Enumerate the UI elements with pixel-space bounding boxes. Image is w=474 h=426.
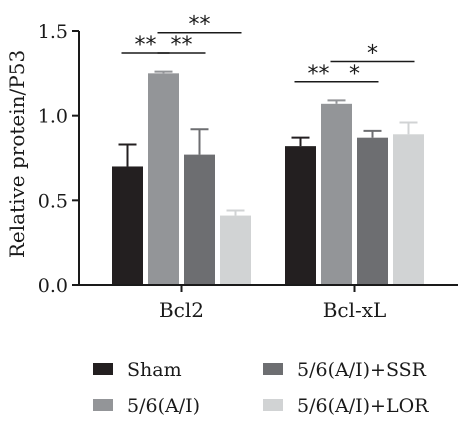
significance-label: ** xyxy=(135,33,157,58)
significance-label: * xyxy=(349,62,360,87)
y-axis-label: Relative protein/P53 xyxy=(5,50,29,258)
bar xyxy=(321,103,352,286)
legend-swatch xyxy=(93,363,113,375)
significance-label: ** xyxy=(189,13,211,38)
bar xyxy=(393,134,424,285)
bar xyxy=(357,137,388,285)
bar xyxy=(148,73,179,285)
bars xyxy=(112,70,424,286)
legend-label: Sham xyxy=(127,359,182,381)
x-category-label: Bcl-xL xyxy=(323,298,387,322)
legend-label: 5/6(A/I)+SSR xyxy=(297,359,427,381)
bar xyxy=(285,146,316,285)
significance-brackets: ** ****** ** xyxy=(121,13,415,87)
bar xyxy=(112,166,143,285)
x-category-label: Bcl2 xyxy=(159,298,204,322)
y-axis: 0.0 0.5 1.0 1.5 xyxy=(38,21,80,297)
y-tick-label: 0.0 xyxy=(38,275,68,297)
y-tick-label: 1.0 xyxy=(38,106,68,128)
legend-swatch xyxy=(263,363,283,375)
x-axis: Bcl2 Bcl-xL xyxy=(79,284,458,322)
bar xyxy=(184,154,215,285)
legend-label: 5/6(A/I) xyxy=(127,395,200,417)
legend-swatch xyxy=(93,399,113,411)
y-tick-label: 0.5 xyxy=(38,190,68,212)
legend-swatch xyxy=(263,399,283,411)
significance-label: ** xyxy=(171,33,193,58)
legend: Sham 5/6(A/I)+SSR 5/6(A/I) 5/6(A/I)+LOR xyxy=(93,359,429,417)
significance-label: * xyxy=(367,41,378,66)
significance-label: ** xyxy=(308,62,330,87)
bar xyxy=(220,215,251,285)
y-tick-label: 1.5 xyxy=(38,21,68,43)
legend-label: 5/6(A/I)+LOR xyxy=(297,395,429,417)
